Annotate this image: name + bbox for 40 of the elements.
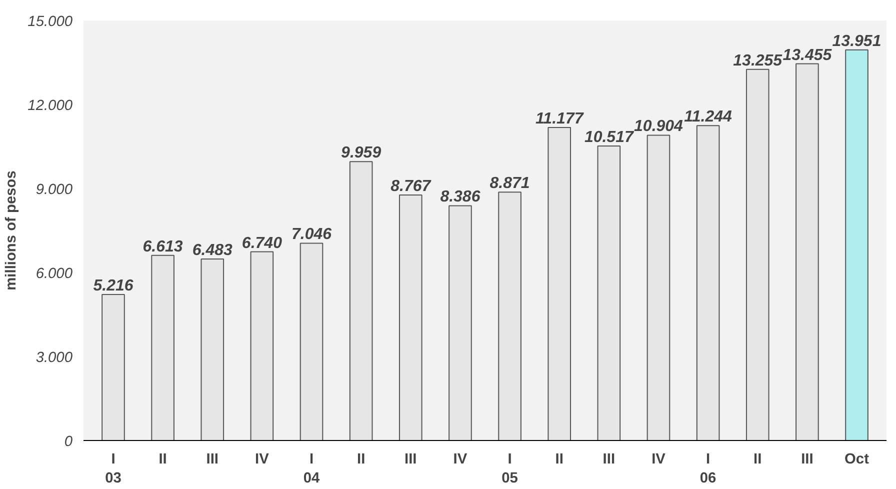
- data-label: 13.255: [733, 52, 784, 70]
- x-tick-label: III: [801, 452, 814, 468]
- data-label: 13.455: [782, 46, 833, 64]
- x-tick-label: Oct: [844, 452, 870, 468]
- data-label: 6.740: [242, 234, 282, 252]
- data-label: 6.483: [192, 242, 232, 259]
- data-label: 6.613: [142, 238, 183, 256]
- x-tick-label: II: [357, 452, 366, 468]
- x-tick-label: I 04: [303, 452, 321, 487]
- y-tick-label: 0: [64, 434, 74, 450]
- x-tick-label: IV: [652, 452, 666, 468]
- data-label: 8.767: [390, 178, 432, 196]
- x-tick-label: I 05: [502, 452, 518, 487]
- data-label: 11.244: [684, 108, 732, 126]
- x-tick-label: IV: [453, 452, 468, 468]
- x-tick-label: I 06: [700, 452, 716, 487]
- data-label: 11.177: [535, 110, 584, 128]
- data-label: 10.904: [634, 118, 684, 136]
- data-label: 8.386: [440, 188, 480, 206]
- bar: [845, 49, 868, 440]
- data-label: 9.959: [341, 144, 382, 162]
- y-tick-label: 3.000: [36, 350, 74, 366]
- y-tick-label: 15.000: [28, 14, 74, 30]
- data-label: 10.517: [584, 129, 634, 146]
- x-tick-label: IV: [255, 452, 270, 468]
- x-tick-label: II: [754, 452, 762, 468]
- data-label: 5.216: [93, 277, 134, 294]
- y-tick-label: 12.000: [28, 98, 74, 114]
- data-label: 13.951: [832, 32, 882, 50]
- y-axis-title: millions of pesos: [4, 170, 20, 290]
- x-tick-label: I 03: [105, 452, 122, 487]
- x-tick-label: II: [555, 452, 564, 468]
- data-label: 8.871: [490, 175, 530, 192]
- x-tick-label: III: [602, 452, 616, 468]
- x-tick-label: III: [404, 452, 417, 468]
- x-tick-label: II: [158, 452, 167, 468]
- y-tick-label: 6.000: [36, 266, 74, 282]
- y-tick-label: 9.000: [36, 182, 74, 198]
- data-label: 7.046: [291, 226, 332, 244]
- x-tick-label: III: [206, 452, 218, 468]
